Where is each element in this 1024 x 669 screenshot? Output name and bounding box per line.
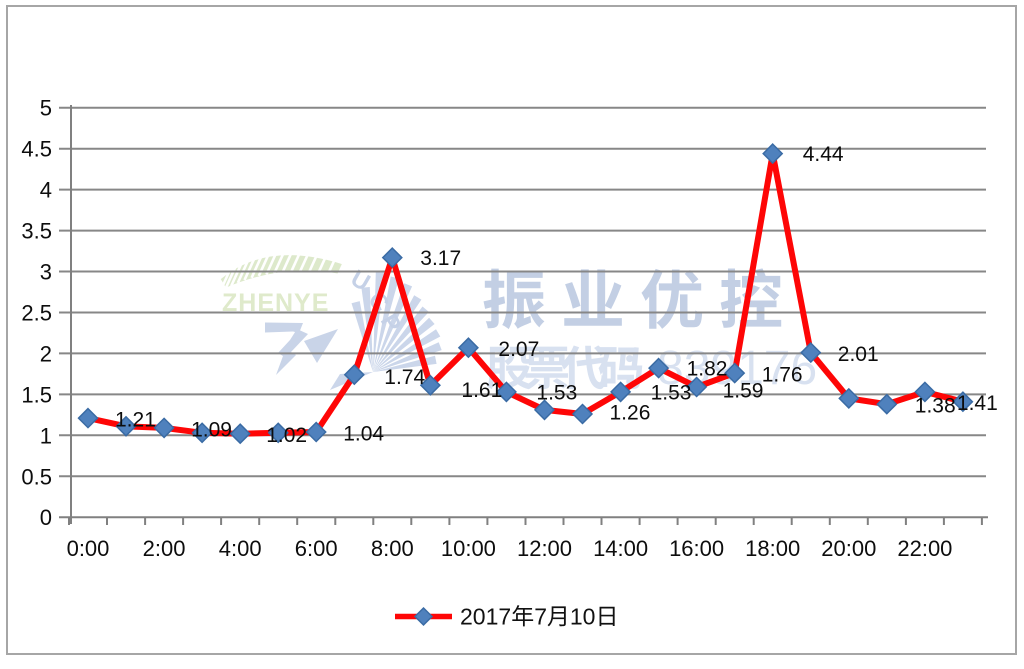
- svg-text:4.5: 4.5: [21, 137, 52, 162]
- svg-text:1.61: 1.61: [461, 379, 502, 402]
- svg-text:3: 3: [40, 260, 52, 285]
- svg-text:7: 7: [534, 604, 547, 630]
- svg-text:12:00: 12:00: [517, 536, 572, 561]
- svg-text:3.17: 3.17: [420, 247, 461, 270]
- svg-text:1.53: 1.53: [536, 381, 577, 404]
- svg-text:1.02: 1.02: [266, 424, 307, 447]
- svg-text:6:00: 6:00: [295, 536, 338, 561]
- svg-text:1.74: 1.74: [384, 366, 425, 389]
- svg-text:10:00: 10:00: [441, 536, 496, 561]
- svg-text:1.5: 1.5: [21, 382, 52, 407]
- svg-text:1.53: 1.53: [651, 381, 692, 404]
- svg-text:2.01: 2.01: [838, 343, 879, 366]
- svg-text:10: 10: [570, 604, 596, 630]
- svg-text:1.21: 1.21: [115, 409, 156, 432]
- svg-text:4:00: 4:00: [219, 536, 262, 561]
- svg-text:4: 4: [40, 178, 52, 203]
- svg-text:18:00: 18:00: [745, 536, 800, 561]
- svg-text:1.59: 1.59: [723, 380, 764, 403]
- svg-text:0.5: 0.5: [21, 464, 52, 489]
- svg-text:3.5: 3.5: [21, 219, 52, 244]
- svg-text:1.09: 1.09: [191, 418, 232, 441]
- svg-text:20:00: 20:00: [821, 536, 876, 561]
- svg-text:5: 5: [40, 96, 52, 121]
- svg-text:1.04: 1.04: [343, 423, 384, 446]
- svg-text:1.82: 1.82: [687, 358, 728, 381]
- svg-text:0: 0: [40, 505, 52, 530]
- svg-text:1.26: 1.26: [610, 402, 651, 425]
- svg-text:2:00: 2:00: [143, 536, 186, 561]
- svg-text:16:00: 16:00: [669, 536, 724, 561]
- svg-text:2017: 2017: [460, 604, 511, 630]
- svg-text:8:00: 8:00: [371, 536, 414, 561]
- svg-text:1.38: 1.38: [915, 395, 956, 418]
- svg-text:2.07: 2.07: [498, 338, 539, 361]
- svg-text:1.76: 1.76: [762, 364, 803, 387]
- svg-text:2.5: 2.5: [21, 301, 52, 326]
- svg-text:1.41: 1.41: [957, 392, 998, 415]
- svg-text:22:00: 22:00: [897, 536, 952, 561]
- svg-text:4.44: 4.44: [803, 143, 844, 166]
- svg-text:14:00: 14:00: [593, 536, 648, 561]
- svg-text:1: 1: [40, 423, 52, 448]
- svg-text:2: 2: [40, 341, 52, 366]
- svg-text:0:00: 0:00: [67, 536, 110, 561]
